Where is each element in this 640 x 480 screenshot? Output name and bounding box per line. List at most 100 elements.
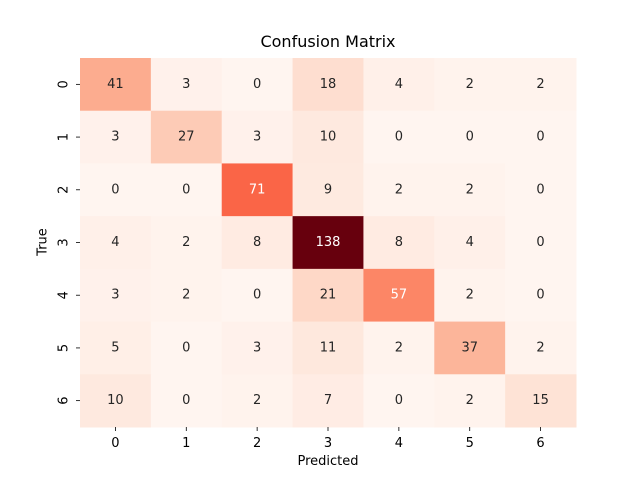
heatmap-cell-3-3 (292, 216, 364, 270)
cell-value-label-0-6: 2 (536, 77, 544, 92)
x-tick-label-3: 3 (324, 436, 332, 451)
y-tick-label-2: 2 (57, 186, 72, 194)
heatmap-cell-6-4 (363, 374, 435, 428)
cell-value-label-4-5: 2 (466, 288, 474, 303)
chart-title: Confusion Matrix (260, 32, 396, 51)
cell-value-label-6-0: 10 (107, 393, 124, 408)
cell-value-label-5-2: 3 (253, 340, 261, 355)
x-tick-label-4: 4 (395, 436, 403, 451)
heatmap-cell-1-4 (363, 110, 435, 164)
heatmap-cell-3-1 (150, 216, 223, 270)
cell-value-label-4-3: 21 (320, 288, 337, 303)
heatmap-cell-2-5 (434, 163, 506, 217)
x-axis-label: Predicted (297, 454, 359, 469)
y-axis-label: True (35, 228, 51, 256)
y-tick-label-6: 6 (57, 397, 72, 405)
heatmap-cell-1-2 (221, 110, 294, 164)
heatmap-cell-4-6 (505, 268, 577, 323)
heatmap-cell-2-0 (80, 163, 152, 217)
y-tick-label-0: 0 (57, 80, 72, 88)
cell-value-label-4-6: 0 (536, 288, 544, 303)
heatmap-cell-5-2 (221, 321, 294, 375)
heatmap-cell-2-4 (363, 163, 435, 217)
heatmap-cell-4-3 (292, 268, 364, 323)
y-tick-label-4: 4 (57, 291, 72, 299)
heatmap-cell-3-4 (363, 216, 435, 270)
cell-value-label-2-1: 0 (182, 182, 190, 197)
heatmap-cell-2-6 (505, 163, 577, 217)
cell-value-label-5-0: 5 (111, 340, 119, 355)
y-tick-label-1: 1 (57, 133, 72, 141)
heatmap-cell-1-1 (150, 110, 223, 164)
cell-value-label-2-6: 0 (536, 182, 544, 197)
heatmap-cell-2-2 (221, 163, 294, 217)
heatmap-cell-0-6 (505, 58, 577, 112)
cell-value-label-0-4: 4 (395, 77, 403, 92)
heatmap-cell-6-3 (292, 374, 364, 428)
heatmap-cell-5-0 (80, 321, 152, 375)
heatmap-cell-0-3 (292, 58, 364, 112)
cell-value-label-0-1: 3 (182, 77, 190, 92)
cell-value-label-1-0: 3 (111, 130, 119, 145)
cell-value-label-2-5: 2 (466, 182, 474, 197)
cell-value-label-0-2: 0 (253, 77, 261, 92)
x-tick-label-5: 5 (466, 436, 474, 451)
heatmap-cell-1-6 (505, 110, 577, 164)
heatmap-cell-3-0 (80, 216, 152, 270)
heatmap-cell-4-1 (150, 268, 223, 323)
heatmap-cell-1-5 (434, 110, 506, 164)
cell-value-label-0-0: 41 (107, 77, 124, 92)
cell-value-label-0-3: 18 (320, 77, 337, 92)
cell-value-label-0-5: 2 (466, 77, 474, 92)
heatmap-cell-0-2 (221, 58, 294, 112)
cell-value-label-6-4: 0 (395, 393, 403, 408)
heatmap-cell-4-4 (363, 268, 435, 323)
cell-value-label-2-2: 71 (249, 182, 266, 197)
cell-value-label-1-5: 0 (466, 130, 474, 145)
cell-value-label-5-6: 2 (536, 340, 544, 355)
cell-value-label-3-6: 0 (536, 235, 544, 250)
cell-value-label-1-1: 27 (178, 130, 195, 145)
cell-value-label-4-4: 57 (391, 288, 408, 303)
x-tick-label-2: 2 (253, 436, 261, 451)
heatmap-cell-3-2 (221, 216, 294, 270)
heatmap-cell-0-4 (363, 58, 435, 112)
heatmap-cell-1-3 (292, 110, 364, 164)
cell-value-label-2-3: 9 (324, 182, 332, 197)
heatmap-cell-6-2 (221, 374, 294, 428)
cell-value-label-2-4: 2 (395, 182, 403, 197)
heatmap-cell-4-2 (221, 268, 294, 323)
cell-value-label-6-3: 7 (324, 393, 332, 408)
cell-value-label-4-2: 0 (253, 288, 261, 303)
heatmap-cell-5-1 (150, 321, 223, 375)
cell-value-label-6-6: 15 (532, 393, 549, 408)
heatmap-cell-1-0 (80, 110, 152, 164)
cell-value-label-6-2: 2 (253, 393, 261, 408)
heatmap-cell-5-5 (434, 321, 506, 375)
cell-value-label-3-0: 4 (111, 235, 119, 250)
heatmap-cell-0-5 (434, 58, 506, 112)
y-tick-label-3: 3 (57, 238, 72, 246)
cell-value-label-1-3: 10 (320, 130, 337, 145)
cell-value-label-5-4: 2 (395, 340, 403, 355)
cell-value-label-3-1: 2 (182, 235, 190, 250)
heatmap-cell-5-6 (505, 321, 577, 375)
heatmap-cell-5-4 (363, 321, 435, 375)
cell-value-label-5-1: 0 (182, 340, 190, 355)
heatmap-cell-2-1 (150, 163, 223, 217)
y-tick-label-5: 5 (57, 344, 72, 352)
heatmap-cell-6-6 (505, 374, 577, 428)
heatmap-cell-5-3 (292, 321, 364, 375)
cell-value-label-3-2: 8 (253, 235, 261, 250)
heatmap-cell-6-0 (80, 374, 152, 428)
cell-value-label-6-5: 2 (466, 393, 474, 408)
cell-value-label-1-4: 0 (395, 130, 403, 145)
heatmap-cell-3-5 (434, 216, 506, 270)
cell-value-label-4-0: 3 (111, 288, 119, 303)
cell-value-label-2-0: 0 (111, 182, 119, 197)
cell-value-label-1-6: 0 (536, 130, 544, 145)
cell-value-label-5-3: 11 (320, 340, 337, 355)
cell-value-label-4-1: 2 (182, 288, 190, 303)
